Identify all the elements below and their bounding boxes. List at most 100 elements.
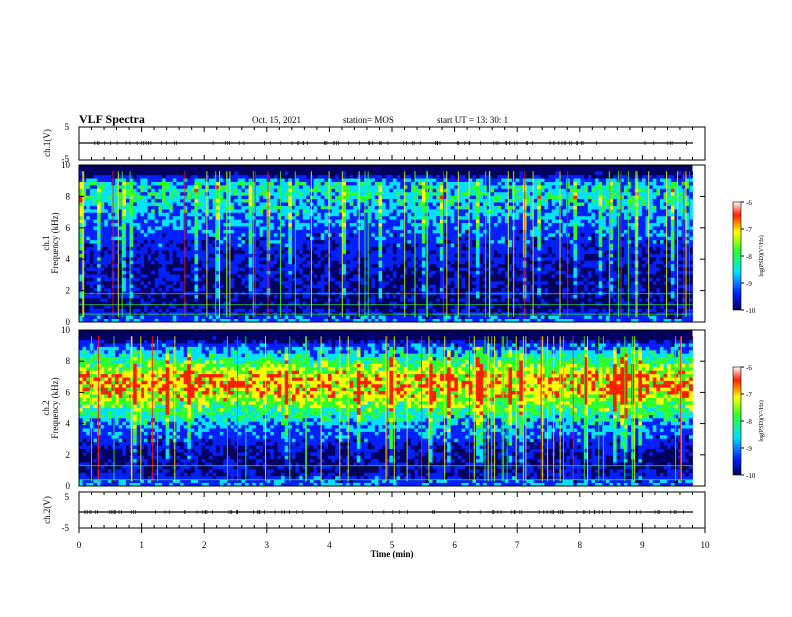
spectrogram-cell xyxy=(234,171,238,175)
spectrogram-cell xyxy=(194,315,198,319)
spectrogram-cell xyxy=(104,305,108,309)
spectrogram-cell xyxy=(209,233,213,237)
spectrogram-cell xyxy=(184,226,188,230)
spectrogram-cell xyxy=(371,188,375,192)
spectrogram-cell xyxy=(317,185,321,189)
spectrogram-cell xyxy=(274,288,278,292)
spectrogram-cell xyxy=(155,243,159,247)
spectrogram-cell xyxy=(158,178,162,182)
spectrogram-cell xyxy=(451,188,455,192)
spectrogram-cell xyxy=(451,175,455,179)
spectrogram-cell xyxy=(104,236,108,240)
spectrogram-cell xyxy=(202,230,206,234)
spectrogram-cell xyxy=(101,274,105,278)
spectrogram-cell xyxy=(162,192,166,196)
spectrogram-cell xyxy=(270,284,274,288)
spectrogram-cell xyxy=(137,257,141,261)
spectrogram-cell xyxy=(140,260,144,264)
spectrogram-cell xyxy=(299,260,303,264)
spectrogram-cell xyxy=(86,212,90,216)
spectrogram-cell xyxy=(126,223,130,227)
spectrogram-cell xyxy=(231,298,235,302)
spectrogram-cell xyxy=(245,281,249,285)
spectrogram-cell xyxy=(187,305,191,309)
spectrogram-cell xyxy=(324,219,328,223)
spectrogram-cell xyxy=(335,277,339,281)
spectrogram-cell xyxy=(379,308,383,312)
spectrogram-cell xyxy=(241,308,245,312)
spectrogram-cell xyxy=(375,182,379,186)
spectrogram-cell xyxy=(382,202,386,206)
spectrogram-cell xyxy=(238,223,242,227)
spectrogram-cell xyxy=(360,216,364,220)
spectrogram-cell xyxy=(393,243,397,247)
spectrogram-cell xyxy=(249,267,253,271)
spectrogram-cell xyxy=(382,206,386,210)
spectrogram-cell xyxy=(101,212,105,216)
spectrogram-cell xyxy=(166,171,170,175)
spectrogram-cell xyxy=(249,277,253,281)
spectrogram-cell xyxy=(321,206,325,210)
spectrogram-cell xyxy=(400,291,404,295)
spectrogram-cell xyxy=(166,264,170,268)
spectrogram-cell xyxy=(194,212,198,216)
spectrogram-cell xyxy=(241,195,245,199)
spectrogram-cell xyxy=(166,182,170,186)
spectrogram-cell xyxy=(209,298,213,302)
spectrogram-cell xyxy=(429,281,433,285)
spectrogram-cell xyxy=(231,209,235,213)
spectrogram-cell xyxy=(158,281,162,285)
spectrogram-cell xyxy=(451,315,455,319)
spectrogram-cell xyxy=(97,178,101,182)
spectrogram-cell xyxy=(393,192,397,196)
spectrogram-cell xyxy=(436,195,440,199)
spectrogram-cell xyxy=(433,178,437,182)
spectrogram-cell xyxy=(162,243,166,247)
station-label: station= MOS xyxy=(343,115,394,125)
spectrogram-cell xyxy=(166,243,170,247)
spectrogram-cell xyxy=(285,264,289,268)
spectrogram-cell xyxy=(281,206,285,210)
spectrogram-cell xyxy=(86,305,90,309)
spectrogram-cell xyxy=(249,223,253,227)
spectrogram-cell xyxy=(389,264,393,268)
spectrogram-cell xyxy=(462,312,466,316)
ch1-waveform-panel: 5 -5 ch.1(V) xyxy=(42,122,705,164)
spectrogram-cell xyxy=(285,206,289,210)
spectrogram-cell xyxy=(346,171,350,175)
spectrogram-cell xyxy=(202,209,206,213)
spectrogram-cell xyxy=(454,212,458,216)
spectrogram-cell xyxy=(241,281,245,285)
spectrogram-cell xyxy=(162,212,166,216)
spectrogram-cell xyxy=(447,305,451,309)
spectrogram-cell xyxy=(231,188,235,192)
spectrogram-cell xyxy=(191,247,195,251)
spectrogram-cell xyxy=(346,236,350,240)
spectrogram-cell xyxy=(249,202,253,206)
spectrogram-cell xyxy=(274,236,278,240)
spectrogram-cell xyxy=(407,216,411,220)
spectrogram-cell xyxy=(90,291,94,295)
spectrogram-cell xyxy=(231,236,235,240)
spectrogram-cell xyxy=(249,230,253,234)
spectrogram-cell xyxy=(263,185,267,189)
spectrogram-cell xyxy=(465,178,469,182)
spectrogram-cell xyxy=(209,315,213,319)
spectrogram-cell xyxy=(299,295,303,299)
spectrogram-cell xyxy=(447,295,451,299)
spectrogram-cell xyxy=(382,308,386,312)
spectrogram-cell xyxy=(256,230,260,234)
spectrogram-cell xyxy=(202,216,206,220)
spectrogram-cell xyxy=(133,219,137,223)
spectrogram-cell xyxy=(176,230,180,234)
spectrogram-cell xyxy=(299,209,303,213)
spectrogram-cell xyxy=(407,305,411,309)
spectrogram-cell xyxy=(220,219,224,223)
spectrogram-cell xyxy=(389,199,393,203)
spectrogram-cell xyxy=(350,171,354,175)
spectrogram-cell xyxy=(93,277,97,281)
spectrogram-cell xyxy=(137,308,141,312)
spectrogram-cell xyxy=(101,182,105,186)
spectrogram-cell xyxy=(360,188,364,192)
spectrogram-cell xyxy=(104,308,108,312)
